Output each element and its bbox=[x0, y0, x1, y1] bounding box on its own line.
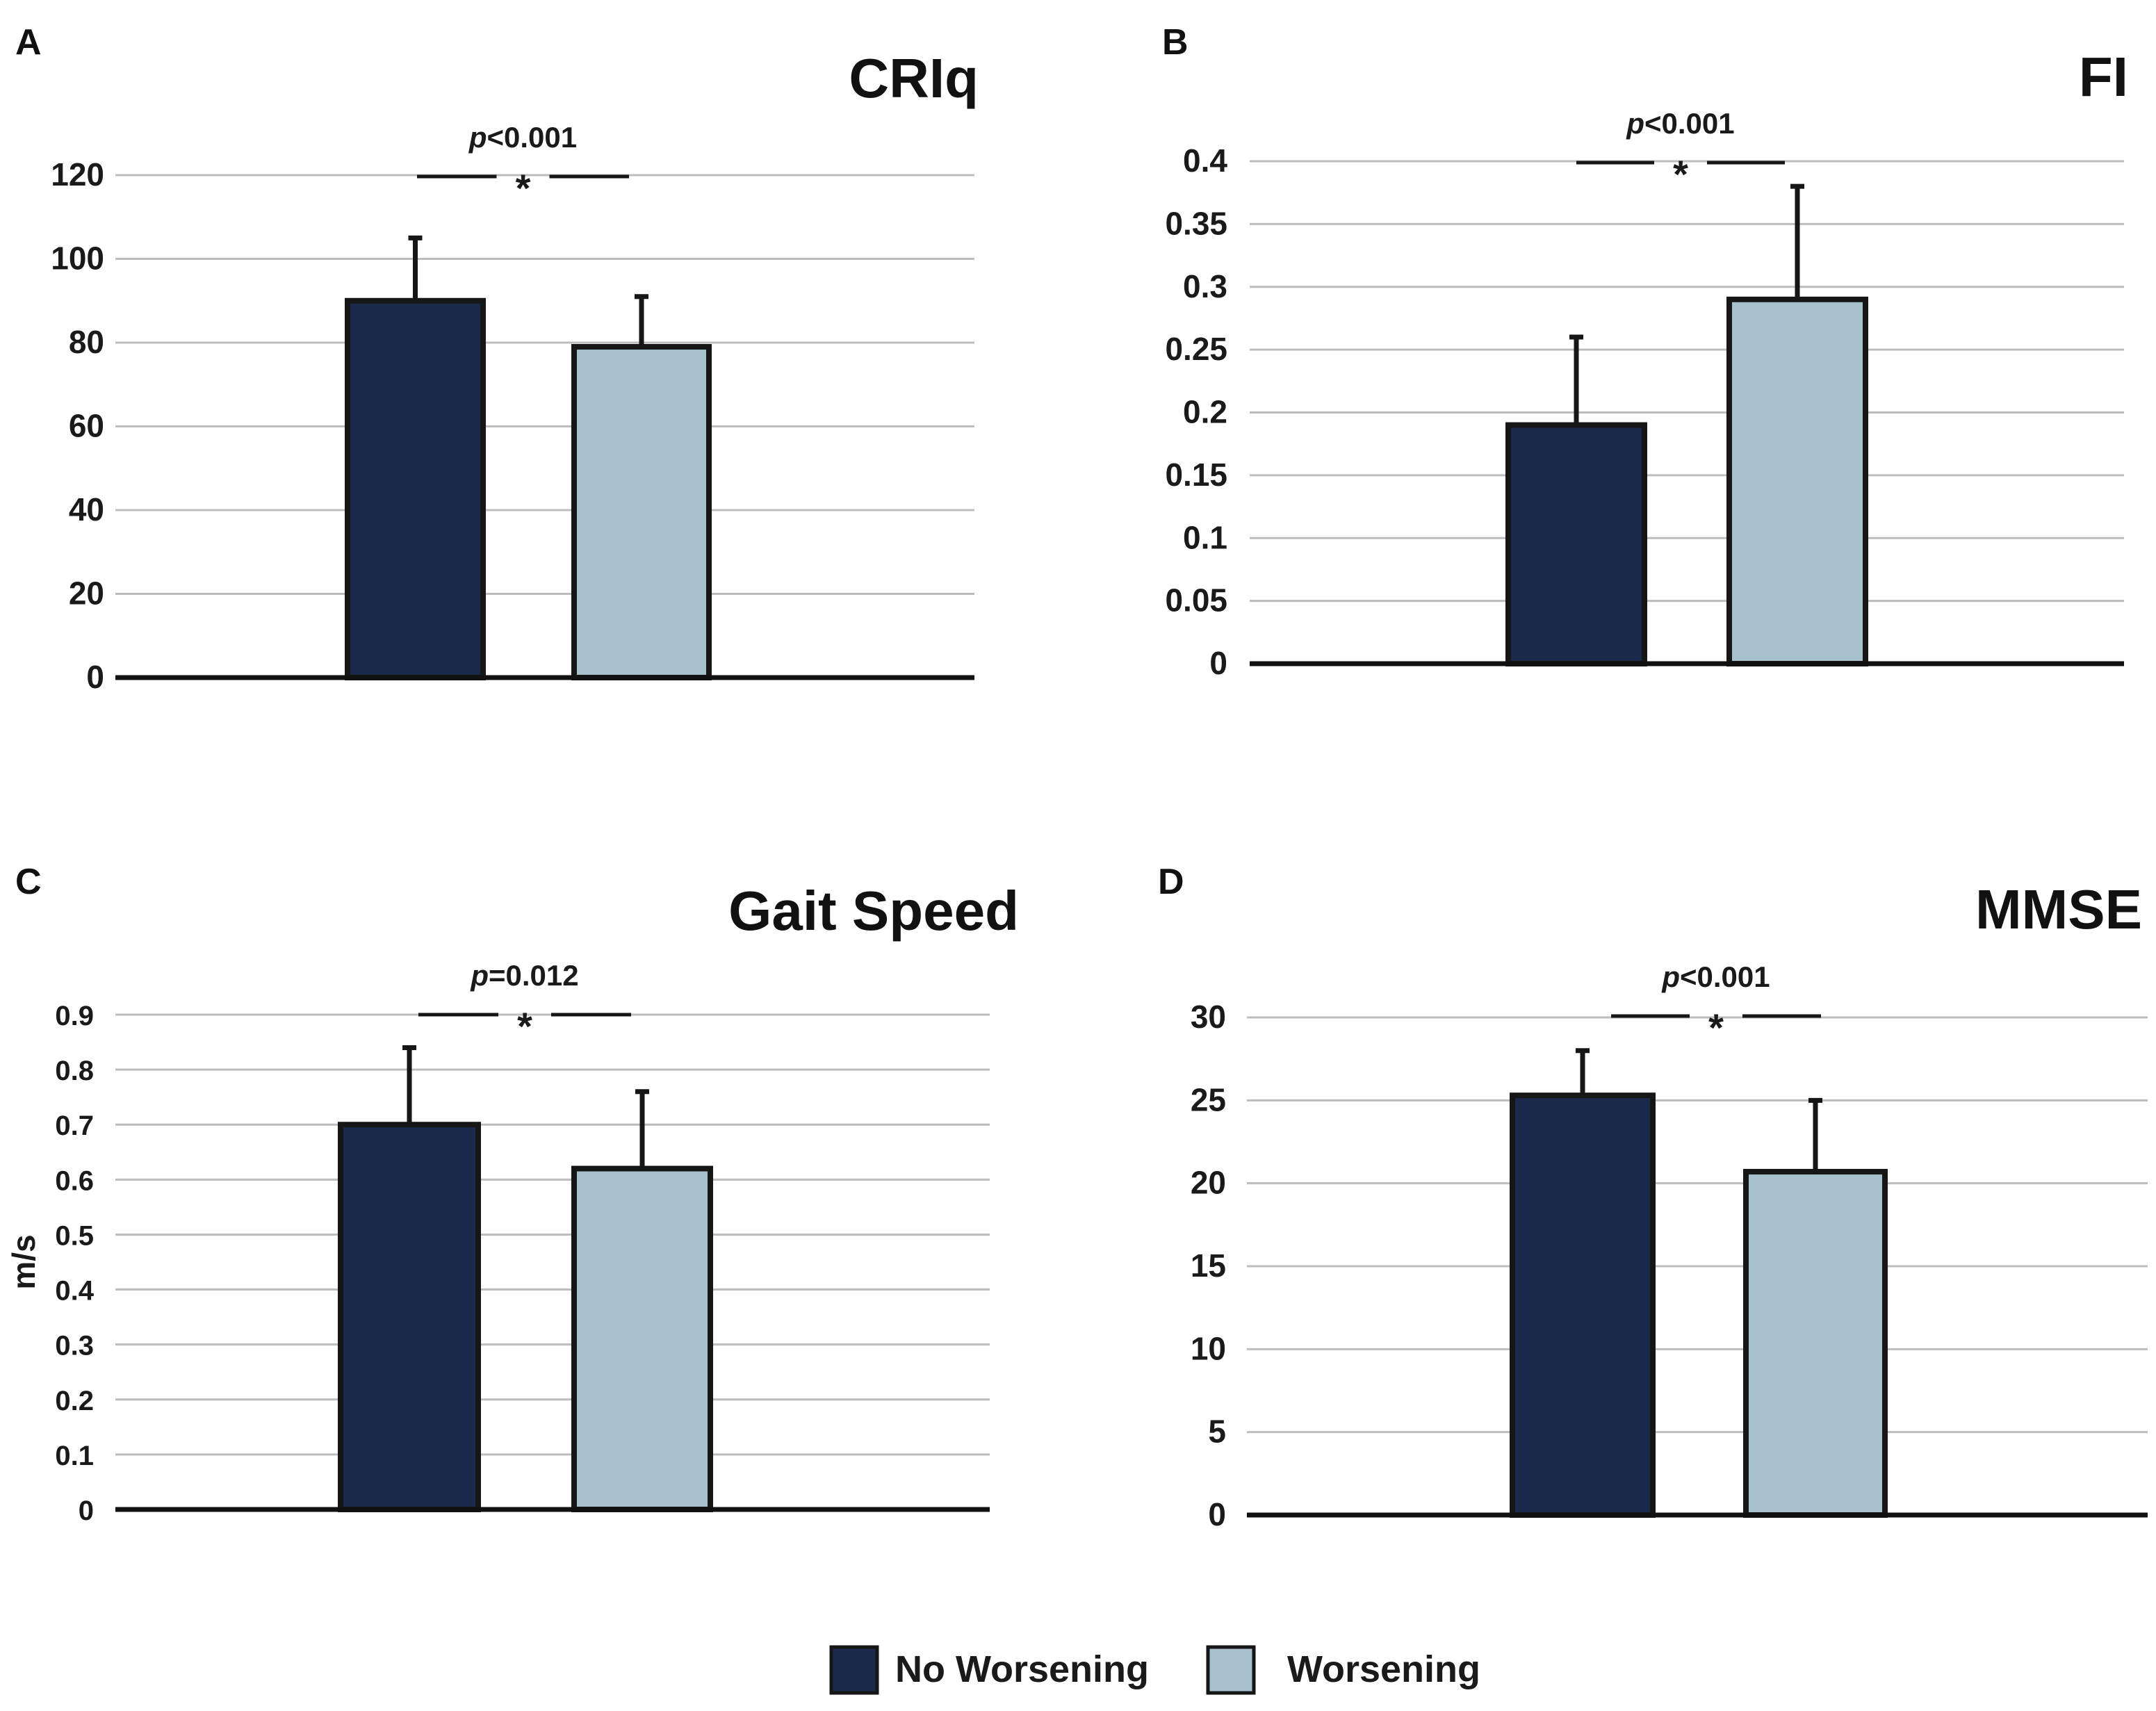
significance-marker: * bbox=[1673, 152, 1688, 196]
y-tick-label: 20 bbox=[1191, 1165, 1226, 1201]
y-tick-label: 0.5 bbox=[55, 1220, 94, 1251]
y-tick-label: 0.15 bbox=[1165, 457, 1227, 493]
p-value-label: p<0.001 bbox=[468, 121, 577, 154]
y-tick-label: 0.1 bbox=[1183, 519, 1227, 555]
bar-worsening bbox=[1726, 296, 1868, 666]
significance-marker: * bbox=[516, 166, 531, 210]
y-tick-label: 80 bbox=[69, 324, 104, 360]
chart-title: CRIq bbox=[849, 47, 979, 109]
chart-panel-b: B FI 0 0.05 0.1 0.15 0.2 0.25 0.3 0.35 0.4 * p<0.001 bbox=[1162, 22, 2128, 681]
legend-swatch-no-worsening bbox=[829, 1645, 879, 1695]
bar-no-worsening bbox=[345, 297, 486, 680]
y-tick-label: 0.9 bbox=[55, 1001, 94, 1031]
y-tick-label: 100 bbox=[51, 240, 104, 277]
y-tick-label: 0.2 bbox=[1183, 394, 1227, 430]
p-value-text: <0.001 bbox=[1644, 107, 1735, 140]
bar-worsening bbox=[571, 344, 712, 680]
p-value-label: p<0.001 bbox=[1626, 107, 1734, 140]
chart-panel-d: D MMSE 0 5 10 15 20 25 30 * p<0.001 bbox=[1158, 862, 2148, 1532]
y-tick-label: 0.2 bbox=[55, 1386, 94, 1416]
y-tick-label: 0.7 bbox=[55, 1111, 94, 1141]
p-value-symbol: p bbox=[468, 121, 487, 154]
y-tick-label: 15 bbox=[1191, 1247, 1226, 1284]
y-tick-label: 60 bbox=[69, 408, 104, 444]
chart-panel-c: C Gait Speed 0 0.1 0.2 0.3 0.4 0.5 0.6 0.7 0.8 0.9 m… bbox=[6, 862, 1019, 1526]
panel-letter: D bbox=[1158, 862, 1184, 902]
chart-title: Gait Speed bbox=[728, 880, 1019, 942]
chart-title: MMSE bbox=[1975, 878, 2142, 940]
legend-swatch-worsening bbox=[1206, 1645, 1256, 1695]
y-tick-label: 0.05 bbox=[1165, 582, 1227, 619]
bar-worsening bbox=[571, 1165, 713, 1512]
panel-letter: C bbox=[15, 862, 42, 902]
p-value-label: p<0.001 bbox=[1661, 960, 1770, 993]
y-tick-label: 0.3 bbox=[1183, 268, 1227, 304]
panel-letter: B bbox=[1162, 22, 1189, 63]
y-tick-label: 0 bbox=[79, 1496, 94, 1526]
y-tick-label: 0.6 bbox=[55, 1165, 94, 1196]
y-tick-label: 0 bbox=[1209, 645, 1227, 681]
significance-marker: * bbox=[517, 1004, 532, 1048]
bar-no-worsening bbox=[1510, 1092, 1656, 1518]
p-value-text: <0.001 bbox=[1680, 960, 1770, 993]
p-value-text: =0.012 bbox=[489, 959, 579, 992]
y-tick-label: 40 bbox=[69, 491, 104, 527]
p-value-symbol: p bbox=[470, 959, 489, 992]
p-value-symbol: p bbox=[1661, 960, 1680, 993]
panel-letter: A bbox=[15, 22, 42, 63]
y-tick-label: 25 bbox=[1191, 1081, 1226, 1118]
bar-worsening bbox=[1743, 1168, 1888, 1518]
p-value-symbol: p bbox=[1626, 107, 1644, 140]
bar-no-worsening bbox=[1505, 422, 1647, 666]
legend: No Worsening Worsening bbox=[829, 1645, 1480, 1695]
y-tick-label: 0.1 bbox=[55, 1441, 94, 1471]
y-tick-label: 20 bbox=[69, 575, 104, 612]
y-tick-label: 0 bbox=[1208, 1496, 1226, 1532]
y-tick-label: 0.4 bbox=[1183, 142, 1227, 179]
bar-no-worsening bbox=[338, 1122, 481, 1512]
y-tick-label: 10 bbox=[1191, 1330, 1226, 1366]
y-tick-label: 30 bbox=[1191, 999, 1226, 1035]
y-tick-label: 0.35 bbox=[1165, 205, 1227, 241]
y-tick-label: 0 bbox=[86, 659, 104, 695]
p-value-label: p=0.012 bbox=[470, 959, 578, 992]
y-tick-label: 5 bbox=[1208, 1414, 1226, 1450]
chart-panel-a: A CRIq 0 20 40 60 80 100 120 * p<0.001 bbox=[15, 22, 979, 695]
p-value-text: <0.001 bbox=[487, 121, 578, 154]
y-tick-label: 0.8 bbox=[55, 1056, 94, 1086]
y-tick-label: 120 bbox=[51, 156, 104, 193]
y-axis-label: m/s bbox=[6, 1234, 42, 1289]
legend-label-worsening: Worsening bbox=[1287, 1648, 1480, 1690]
chart-title: FI bbox=[2079, 46, 2128, 108]
y-tick-label: 0.25 bbox=[1165, 331, 1227, 367]
y-tick-label: 0.3 bbox=[55, 1331, 94, 1361]
y-tick-label: 0.4 bbox=[55, 1276, 94, 1307]
legend-label-no-worsening: No Worsening bbox=[895, 1648, 1149, 1690]
significance-marker: * bbox=[1708, 1006, 1724, 1049]
